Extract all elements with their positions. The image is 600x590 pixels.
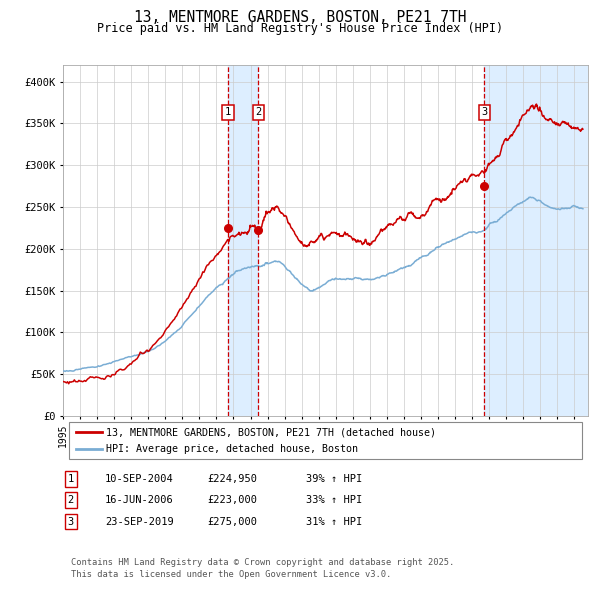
Text: 16-JUN-2006: 16-JUN-2006 xyxy=(105,496,174,505)
Text: 1: 1 xyxy=(225,107,231,117)
Bar xyxy=(484,65,588,416)
Text: 13, MENTMORE GARDENS, BOSTON, PE21 7TH (detached house): 13, MENTMORE GARDENS, BOSTON, PE21 7TH (… xyxy=(106,427,436,437)
Text: 13, MENTMORE GARDENS, BOSTON, PE21 7TH: 13, MENTMORE GARDENS, BOSTON, PE21 7TH xyxy=(134,10,466,25)
Text: This data is licensed under the Open Government Licence v3.0.: This data is licensed under the Open Gov… xyxy=(71,570,391,579)
Text: 33% ↑ HPI: 33% ↑ HPI xyxy=(306,496,362,505)
Text: 2: 2 xyxy=(255,107,262,117)
Text: HPI: Average price, detached house, Boston: HPI: Average price, detached house, Bost… xyxy=(106,444,358,454)
Text: £223,000: £223,000 xyxy=(207,496,257,505)
Text: Contains HM Land Registry data © Crown copyright and database right 2025.: Contains HM Land Registry data © Crown c… xyxy=(71,558,454,566)
Text: 23-SEP-2019: 23-SEP-2019 xyxy=(105,517,174,526)
Text: 2: 2 xyxy=(68,496,74,505)
Bar xyxy=(228,65,259,416)
Text: £275,000: £275,000 xyxy=(207,517,257,526)
Text: £224,950: £224,950 xyxy=(207,474,257,484)
Text: 10-SEP-2004: 10-SEP-2004 xyxy=(105,474,174,484)
Text: Price paid vs. HM Land Registry's House Price Index (HPI): Price paid vs. HM Land Registry's House … xyxy=(97,22,503,35)
Text: 3: 3 xyxy=(481,107,487,117)
Text: 1: 1 xyxy=(68,474,74,484)
Text: 31% ↑ HPI: 31% ↑ HPI xyxy=(306,517,362,526)
Text: 3: 3 xyxy=(68,517,74,526)
Text: 39% ↑ HPI: 39% ↑ HPI xyxy=(306,474,362,484)
